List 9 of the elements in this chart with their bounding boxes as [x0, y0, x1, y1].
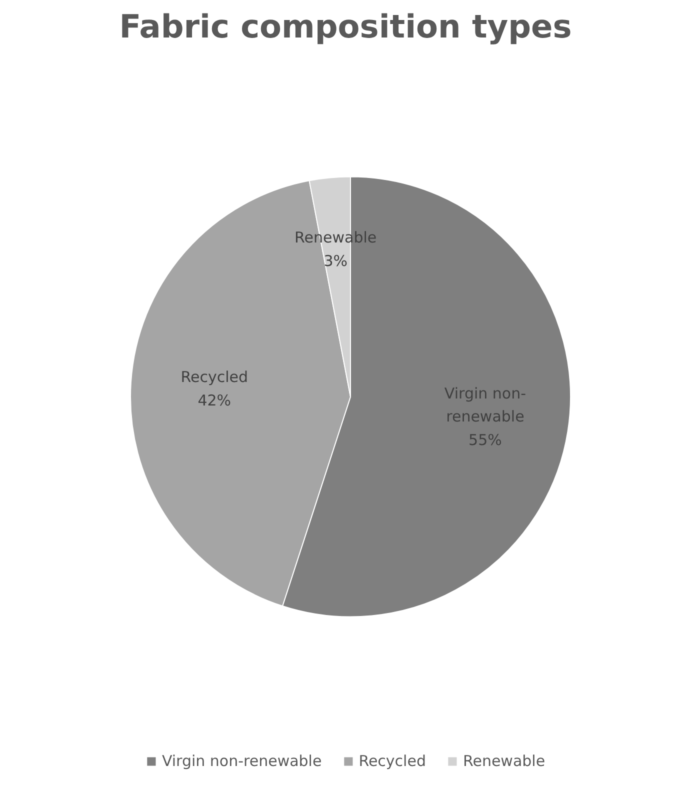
- slice-label: Virgin non-renewable: [444, 384, 526, 426]
- legend-label: Renewable: [462, 752, 546, 770]
- chart-title: Fabric composition types: [119, 8, 572, 46]
- data-label: 55%: [468, 431, 502, 450]
- slice-label: Recycled: [180, 368, 248, 386]
- data-label: 42%: [198, 391, 232, 410]
- legend-label: Virgin non-renewable: [162, 752, 322, 770]
- legend-label: Recycled: [358, 752, 426, 770]
- data-label: 3%: [324, 252, 348, 270]
